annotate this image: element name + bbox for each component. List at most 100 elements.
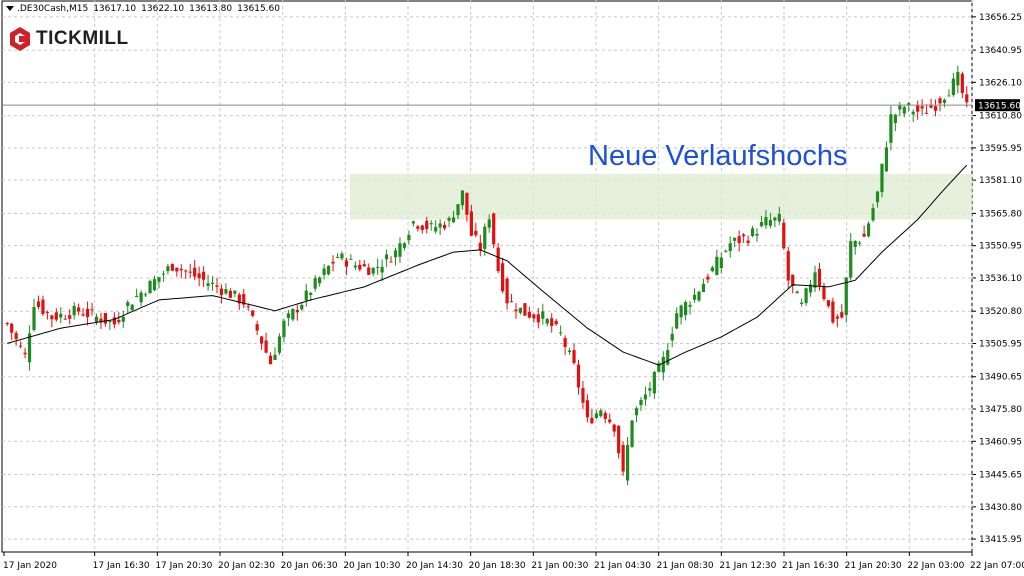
candle-bull <box>384 254 389 260</box>
candle-bull <box>282 320 286 337</box>
candle-bull <box>643 394 648 400</box>
candle-bear <box>925 112 929 114</box>
candle-bear <box>840 312 844 318</box>
candle-bear <box>509 301 514 303</box>
candle-bear <box>215 285 219 287</box>
candle-bear <box>23 352 27 355</box>
candle-bull <box>858 242 862 244</box>
candle-bear <box>782 222 786 249</box>
candle-bull <box>661 357 665 373</box>
candle-bull <box>148 280 152 294</box>
candle-bull <box>844 277 848 316</box>
candle-bear <box>219 288 224 295</box>
candle-bear <box>501 263 505 292</box>
y-tick-label: 13550.95 <box>979 242 1022 252</box>
candle-bear <box>77 307 81 312</box>
candle-bull <box>318 277 322 284</box>
symbol-dropdown-icon[interactable] <box>6 6 14 11</box>
candle-bull <box>59 313 63 318</box>
candle-bear <box>443 224 447 229</box>
candle-bull <box>768 220 772 226</box>
candle-bear <box>10 323 14 333</box>
candle-bear <box>916 105 920 112</box>
candle-bull <box>402 243 407 248</box>
x-tick-label: 17 Jan 16:30 <box>93 561 150 571</box>
y-tick-label: 13640.95 <box>979 46 1022 56</box>
candle-bear <box>496 247 500 272</box>
candle-bear <box>862 233 866 237</box>
candle-bull <box>139 292 143 303</box>
candle-bear <box>608 419 612 423</box>
candle-bull <box>755 233 759 236</box>
candle-bull <box>340 253 344 259</box>
candle-bull <box>942 99 947 103</box>
candle-bear <box>331 261 335 264</box>
candle-bear <box>389 261 393 263</box>
y-tick-label: 13656.25 <box>979 13 1022 23</box>
candle-bear <box>112 317 116 325</box>
candle-bull <box>688 304 692 307</box>
candle-bull <box>434 227 438 232</box>
candle-bull <box>764 217 768 226</box>
candle-bear <box>260 336 264 344</box>
candle-bull <box>866 223 871 237</box>
candle-bull <box>300 304 304 310</box>
candle-bull <box>451 217 456 223</box>
candle-bear <box>170 264 174 271</box>
candle-bull <box>625 444 630 481</box>
candle-bear <box>536 314 540 323</box>
y-tick-label: 13445.65 <box>979 471 1022 481</box>
candle-bull <box>152 279 157 291</box>
candle-bull <box>808 284 813 293</box>
candle-bear <box>81 314 85 316</box>
candle-bear <box>478 242 482 251</box>
candle-bear <box>416 226 420 229</box>
candle-bear <box>474 230 478 236</box>
candle-bull <box>733 237 737 241</box>
candle-bear <box>920 106 924 109</box>
tickmill-logo: TICKMILL <box>10 27 129 51</box>
y-tick-label: 13505.95 <box>979 339 1022 349</box>
candle-bull <box>902 107 906 114</box>
x-tick-label: 20 Jan 06:30 <box>281 561 338 571</box>
high-value: 13622.10 <box>141 4 185 14</box>
x-tick-label: 20 Jan 18:30 <box>469 561 526 571</box>
candle-bull <box>541 311 545 319</box>
candle-bull <box>679 305 683 318</box>
candle-bull <box>880 163 884 193</box>
candle-bear <box>420 225 424 230</box>
candle-bull <box>750 228 755 236</box>
candle-bear <box>425 220 429 230</box>
candle-bull <box>675 313 679 329</box>
candle-bull <box>166 266 170 272</box>
candle-bear <box>933 106 938 111</box>
candle-bear <box>550 318 554 326</box>
candle-bull <box>777 213 781 222</box>
candle-bull <box>273 354 277 360</box>
candle-bull <box>800 302 804 304</box>
candle-bull <box>326 265 331 275</box>
candle-bull <box>130 304 134 311</box>
current-price-tag <box>975 99 1020 112</box>
candle-bear <box>527 312 531 318</box>
candle-bull <box>951 78 955 96</box>
x-tick-label: 22 Jan 03:00 <box>907 561 964 571</box>
candle-bear <box>706 276 710 280</box>
candle-bull <box>956 71 960 86</box>
candle-bull <box>670 333 674 341</box>
candle-bull <box>728 243 732 252</box>
candle-bear <box>572 350 576 363</box>
candle-bear <box>554 320 558 325</box>
candle-bull <box>371 267 375 274</box>
candle-bull <box>795 291 799 294</box>
candle-bear <box>5 323 9 325</box>
candle-bull <box>652 371 656 394</box>
candle-bull <box>853 240 857 248</box>
candle-bear <box>50 315 54 320</box>
brand-name: TICKMILL <box>36 28 129 49</box>
candle-bull <box>460 190 465 206</box>
candle-bear <box>36 301 41 307</box>
candle-bear <box>465 192 469 215</box>
candle-bull <box>759 221 764 227</box>
